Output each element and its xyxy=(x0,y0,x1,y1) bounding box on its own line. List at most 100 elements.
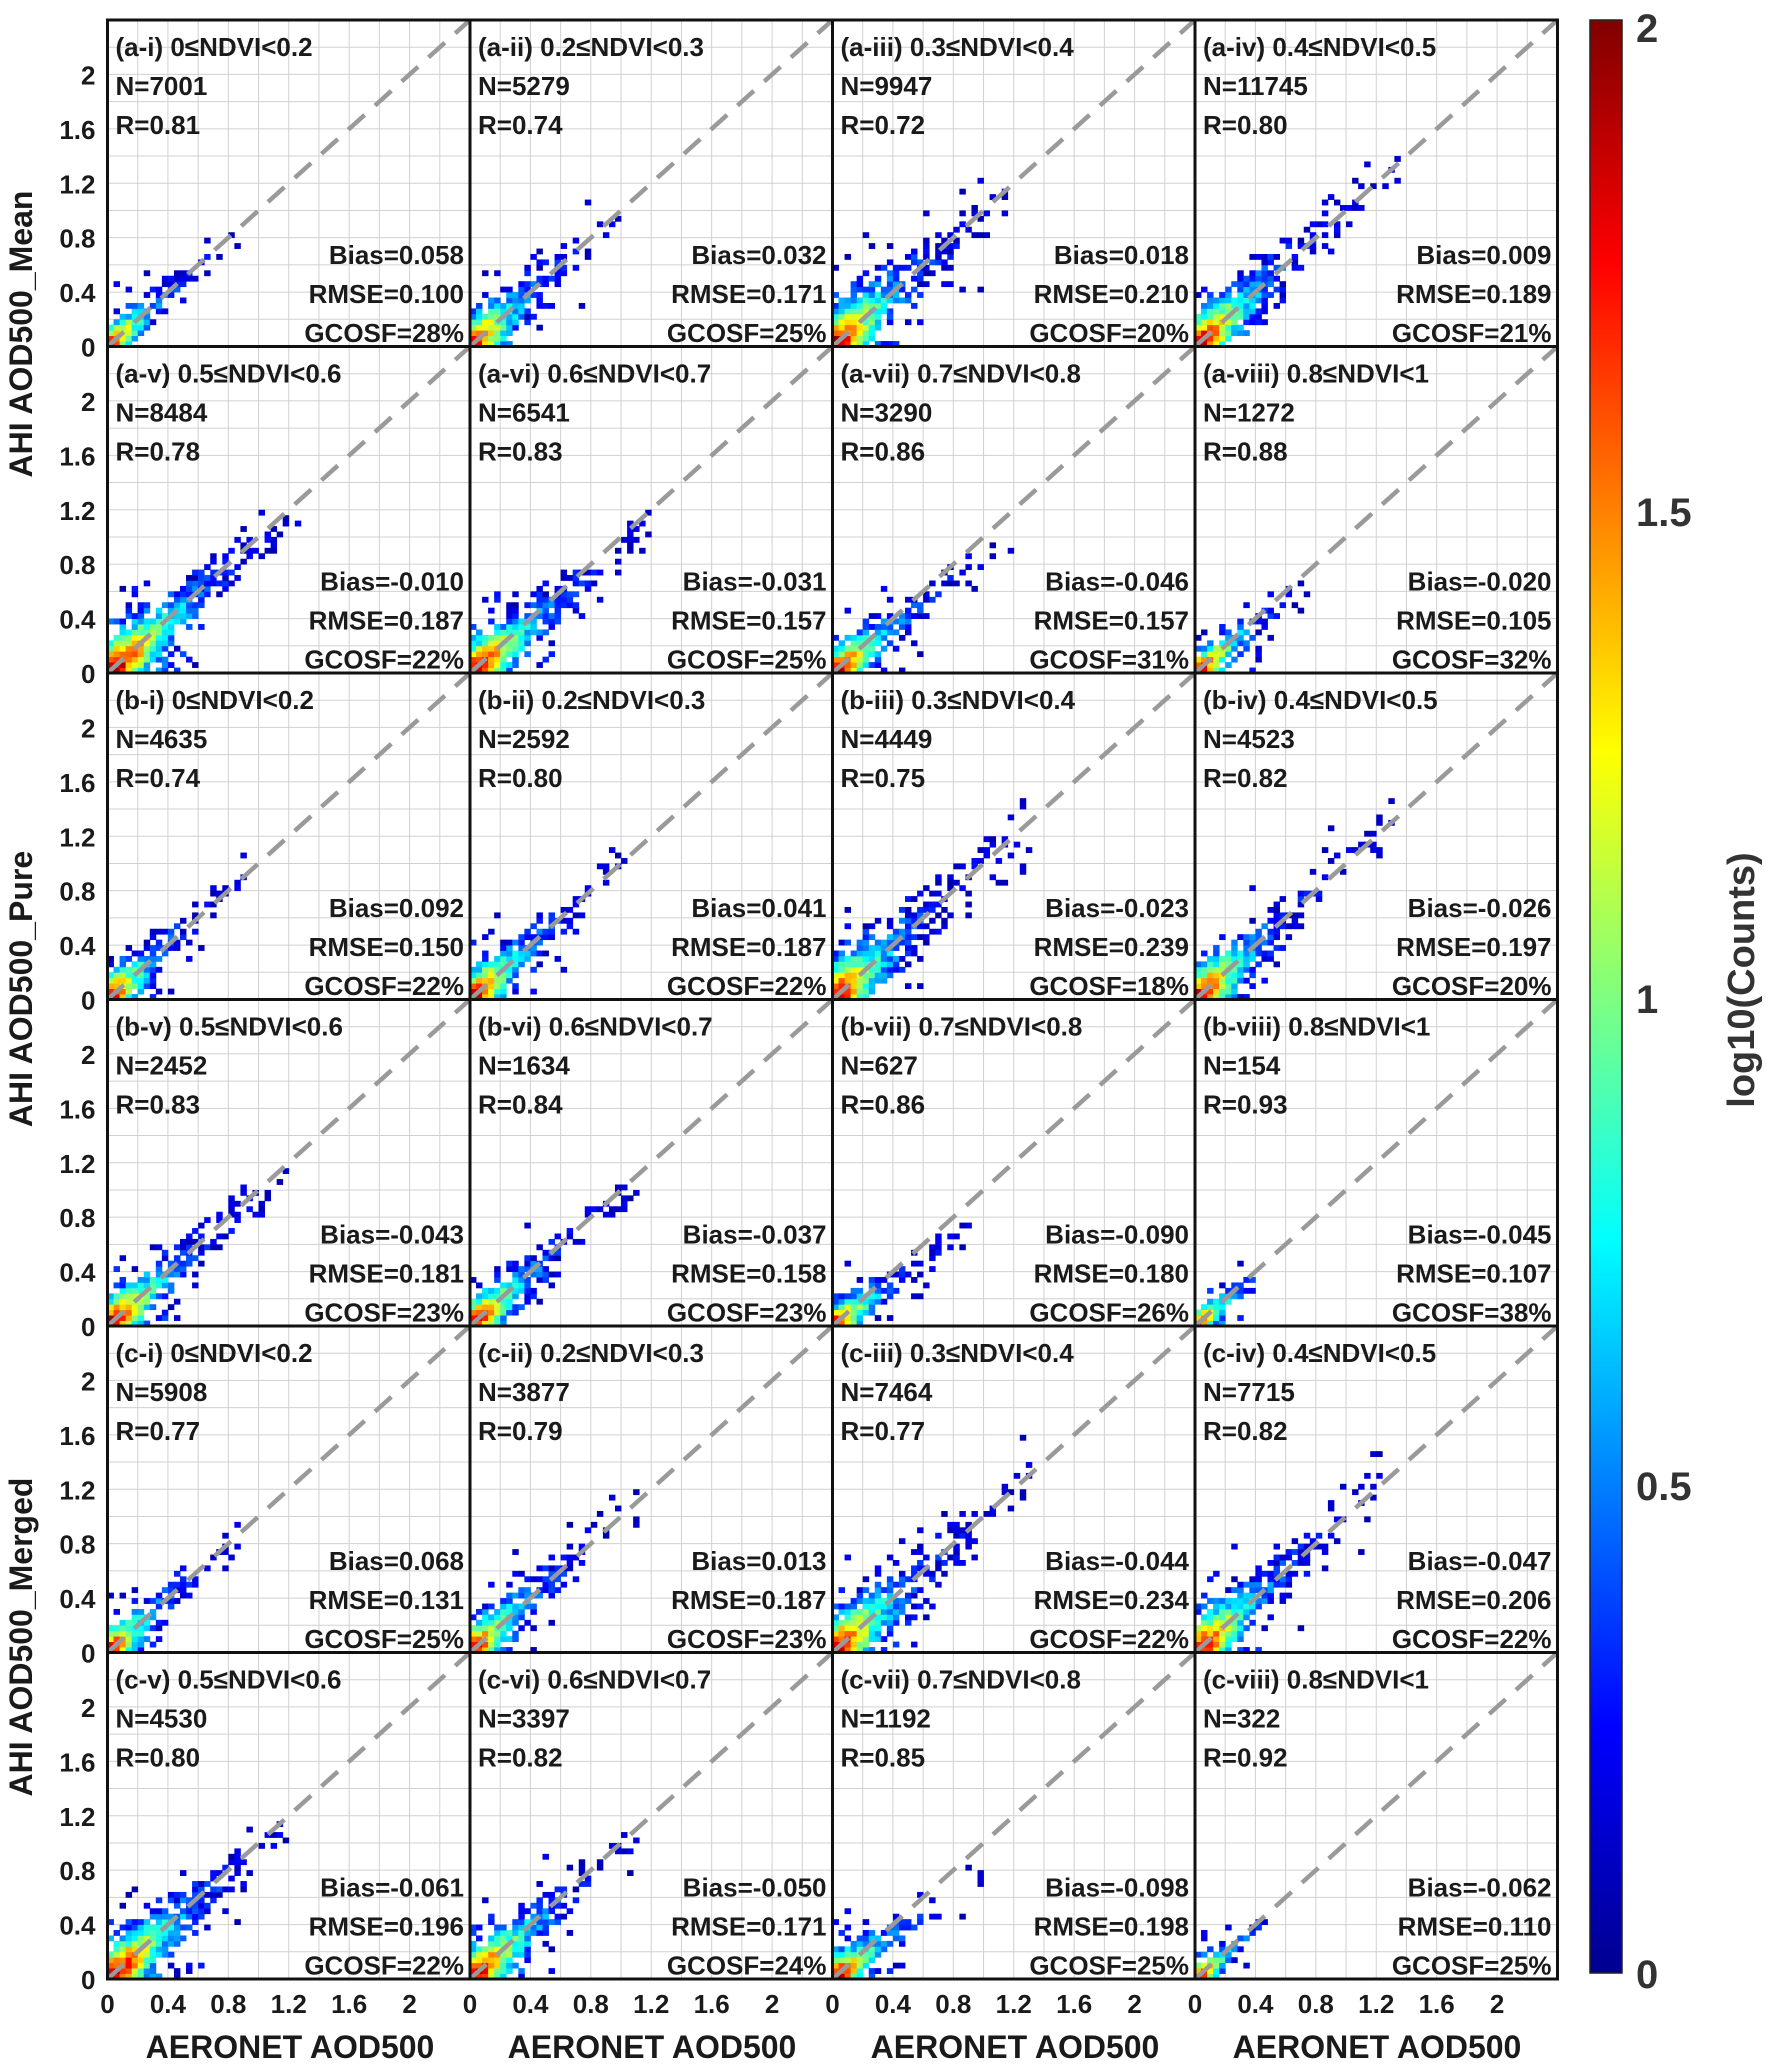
density-cell xyxy=(149,1614,157,1621)
panels-grid: (a-i) 0≤NDVI<0.2N=7001R=0.81Bias=0.058RM… xyxy=(59,18,1560,2019)
density-cell xyxy=(1201,656,1208,663)
density-cell xyxy=(149,955,157,962)
x-tick-label: 1.2 xyxy=(633,1989,669,2019)
density-cell xyxy=(488,1625,495,1632)
density-cell xyxy=(518,1304,525,1311)
density-cells xyxy=(1195,1451,1383,1653)
density-cell xyxy=(125,645,133,652)
density-cell xyxy=(107,1951,114,1958)
rmse-text: RMSE=0.180 xyxy=(1034,1259,1189,1289)
density-cell xyxy=(470,634,477,641)
density-cell xyxy=(844,1298,852,1305)
correlation-text: R=0.84 xyxy=(478,1090,563,1120)
density-cell xyxy=(917,281,924,288)
density-cell xyxy=(258,1211,265,1218)
density-cell xyxy=(488,662,495,668)
density-cell xyxy=(832,645,839,652)
density-cell xyxy=(1267,950,1274,957)
density-cell xyxy=(155,297,163,304)
density-cell xyxy=(1231,950,1238,957)
density-cell xyxy=(210,1886,217,1893)
density-cell xyxy=(113,1973,120,1980)
density-cell xyxy=(192,569,199,576)
density-cell xyxy=(494,955,501,962)
density-cell xyxy=(119,1630,127,1637)
density-cell xyxy=(186,575,193,581)
density-cell xyxy=(971,1511,978,1517)
density-cell xyxy=(488,330,495,337)
density-cell xyxy=(584,1881,592,1887)
density-cell xyxy=(596,1859,604,1866)
density-cell xyxy=(1237,281,1244,288)
density-cell xyxy=(1201,977,1208,984)
density-cell xyxy=(898,1924,906,1931)
density-cell xyxy=(1195,1641,1202,1648)
density-cell xyxy=(578,613,586,619)
density-cell xyxy=(500,1924,507,1931)
density-cell xyxy=(856,1940,864,1947)
density-cell xyxy=(1195,1315,1202,1321)
density-cell xyxy=(173,1244,181,1251)
density-cell xyxy=(1255,945,1262,951)
density-cell xyxy=(512,1592,519,1599)
density-cell xyxy=(173,1266,181,1272)
density-cell xyxy=(1201,1304,1208,1311)
density-cell xyxy=(180,1924,187,1931)
density-cell xyxy=(1195,1309,1202,1316)
density-cell xyxy=(204,564,211,571)
rmse-text: RMSE=0.234 xyxy=(1034,1585,1190,1615)
density-cell xyxy=(506,324,513,331)
density-cell xyxy=(1249,1581,1256,1588)
density-cell xyxy=(868,945,876,951)
density-cell xyxy=(1219,1315,1226,1321)
density-cell xyxy=(1213,1957,1220,1964)
density-cell xyxy=(911,912,918,919)
density-cell xyxy=(186,1897,193,1904)
density-cell xyxy=(143,662,151,668)
density-cell xyxy=(832,1630,839,1637)
density-cell xyxy=(1219,1320,1226,1327)
density-cell xyxy=(850,1287,858,1294)
density-cell xyxy=(935,879,942,886)
density-cell xyxy=(494,297,501,304)
density-cell xyxy=(856,1957,864,1964)
density-cell xyxy=(645,509,652,516)
density-cell xyxy=(995,858,1003,864)
density-cell xyxy=(524,319,531,326)
density-cell xyxy=(548,1554,555,1561)
density-cell xyxy=(989,553,997,560)
density-cell xyxy=(1243,319,1250,326)
density-cell xyxy=(512,292,519,298)
density-cell xyxy=(862,923,870,930)
density-cell xyxy=(506,977,513,984)
density-cell xyxy=(548,302,555,309)
density-cell xyxy=(198,1244,205,1251)
density-cell xyxy=(536,292,543,298)
gcosf-text: GCOSF=38% xyxy=(1392,1298,1552,1328)
density-cell xyxy=(838,1630,845,1637)
density-cell xyxy=(1225,292,1232,298)
density-cell xyxy=(506,640,513,647)
density-cell xyxy=(1285,1549,1293,1555)
density-cell xyxy=(856,1636,864,1643)
density-cells xyxy=(1195,1260,1256,1327)
density-cell xyxy=(862,618,870,625)
density-cell xyxy=(868,1957,876,1964)
density-cell xyxy=(560,906,568,913)
density-cell xyxy=(1231,656,1238,663)
density-cell xyxy=(240,542,247,549)
density-cell xyxy=(512,613,519,619)
density-cell xyxy=(192,901,199,908)
density-cell xyxy=(125,341,133,347)
density-cell xyxy=(1267,906,1274,913)
density-cell xyxy=(524,297,531,304)
density-cell xyxy=(868,640,876,647)
density-cell xyxy=(572,896,580,902)
density-cell xyxy=(554,1255,562,1262)
density-cell xyxy=(1019,798,1027,804)
density-cell xyxy=(113,1293,120,1300)
density-cell xyxy=(494,1946,501,1953)
density-cell xyxy=(856,1935,864,1942)
density-cell xyxy=(234,1864,241,1871)
density-cell xyxy=(482,972,489,979)
